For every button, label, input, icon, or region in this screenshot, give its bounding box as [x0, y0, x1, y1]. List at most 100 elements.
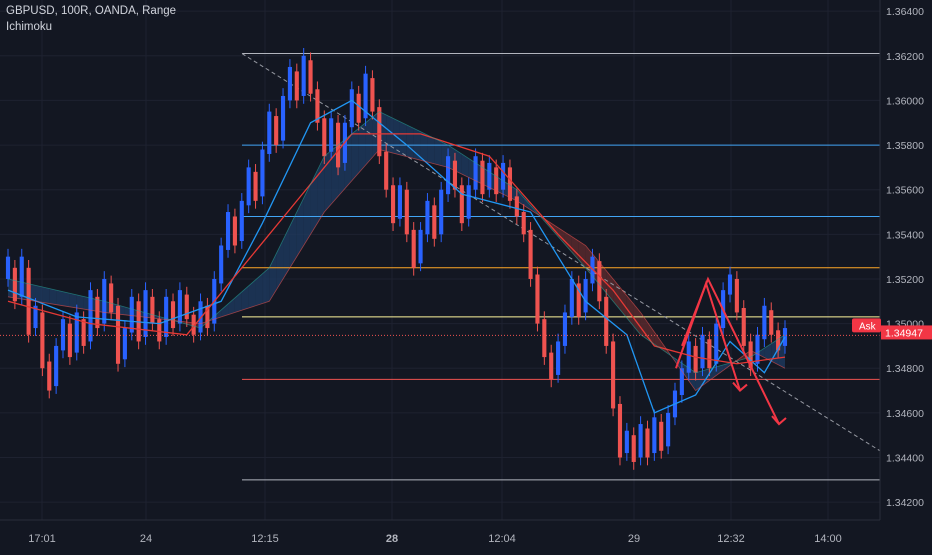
time-tick-label: 29	[628, 533, 640, 545]
cloud-segment	[626, 295, 634, 327]
candle-body	[439, 189, 444, 235]
candle-body	[418, 229, 423, 264]
candle-body	[583, 278, 588, 313]
candle-body	[741, 307, 746, 346]
cloud-segment	[49, 288, 57, 305]
dashed-trendline[interactable]	[241, 53, 881, 452]
cloud-segment	[654, 331, 662, 349]
cloud-segment	[757, 348, 765, 358]
candle-body	[356, 93, 361, 123]
cloud-segment	[619, 287, 627, 319]
candle-body	[253, 171, 258, 201]
candle-body	[143, 290, 148, 337]
candle-body	[54, 345, 59, 387]
candle-body	[425, 200, 430, 235]
candle-body	[569, 278, 574, 317]
cloud-segment	[283, 225, 290, 279]
tenkan-line	[7, 99, 786, 414]
candle-body	[707, 339, 712, 369]
horizontal-levels[interactable]	[242, 53, 880, 481]
cloud-segment	[221, 303, 229, 317]
cloud-segment	[269, 253, 277, 302]
candle-body	[12, 267, 17, 302]
candle-body	[150, 296, 155, 324]
kijun-line	[7, 133, 786, 365]
arrows[interactable]	[675, 276, 787, 426]
symbol-title[interactable]: GBPUSD, 100R, OANDA, Range	[6, 5, 177, 17]
candle-body	[60, 319, 66, 351]
projection-arrow[interactable]	[681, 276, 780, 425]
candle-body	[390, 185, 396, 224]
cloud-segment	[365, 117, 373, 166]
cloud-segment	[358, 122, 366, 173]
cloud-segment	[303, 184, 311, 246]
candle-body	[40, 312, 45, 369]
time-tick-label: 12:15	[251, 533, 279, 545]
candle-body	[246, 167, 251, 206]
candle-body	[514, 196, 519, 217]
cloud-segment	[241, 285, 249, 311]
ask-label: Ask	[859, 321, 877, 332]
candle-body	[267, 111, 272, 154]
cloud-segment	[69, 293, 77, 308]
candle-body	[686, 341, 691, 373]
candle-body	[177, 290, 182, 324]
ask-value: 1.34947	[885, 327, 923, 339]
price-tick-label: 1.34600	[886, 408, 924, 420]
candle-body	[308, 60, 313, 94]
arrow-head	[732, 381, 748, 392]
span-a-line	[7, 111, 786, 374]
candle-body	[501, 162, 506, 190]
price-axis-bg	[880, 0, 932, 550]
candle-body	[184, 294, 189, 320]
cloud-segment	[406, 124, 414, 159]
cloud-segment	[351, 128, 359, 181]
candle-body	[349, 89, 354, 128]
candle-body	[329, 118, 334, 152]
cloud-segment	[255, 273, 263, 306]
candle-body	[549, 352, 554, 380]
cloud-segment	[76, 294, 84, 310]
candle-body	[81, 319, 86, 346]
cloud-segment	[413, 128, 421, 161]
ask-value-badge[interactable]	[881, 325, 932, 340]
candle-body	[487, 162, 492, 190]
candle-body	[535, 274, 540, 324]
price-tick-label: 1.34200	[886, 497, 924, 509]
candle-body	[301, 55, 306, 96]
candle-body	[109, 283, 114, 313]
time-axis[interactable]: 17:01 24 12:15 28 12:04 29 12:32 14:00	[0, 519, 932, 550]
candle-body	[459, 185, 464, 224]
candle-body	[157, 319, 162, 342]
candle-body	[88, 290, 93, 342]
ask-label-badge[interactable]	[852, 318, 881, 333]
time-tick-label: 28	[386, 533, 398, 545]
candle-body	[19, 256, 24, 297]
candle-body	[562, 312, 568, 346]
candle-body	[507, 167, 513, 201]
span-b-line	[7, 149, 786, 392]
candle-body	[762, 305, 767, 340]
indicator-label[interactable]: Ichimoku	[6, 21, 53, 33]
candle-body	[528, 229, 533, 279]
cloud-segment	[35, 285, 43, 303]
trendline[interactable]	[241, 53, 881, 452]
cloud-segment	[427, 135, 435, 164]
cloud-segment	[523, 197, 531, 210]
price-tick-label: 1.36000	[886, 95, 924, 107]
candle-body	[322, 118, 327, 157]
candle-body	[521, 212, 526, 235]
candle-body	[232, 216, 237, 246]
price-tick-label: 1.35800	[886, 140, 924, 152]
candle-body	[755, 334, 760, 364]
candle-body	[225, 212, 231, 250]
candle-body	[363, 73, 368, 119]
price-tick-label: 1.34800	[886, 363, 924, 375]
price-axis[interactable]: 1.36400 1.36200 1.36000 1.35800 1.35600 1.354…	[852, 0, 932, 550]
cloud-segment	[633, 304, 641, 335]
cloud-segment	[674, 358, 682, 372]
candle-body	[679, 368, 684, 396]
